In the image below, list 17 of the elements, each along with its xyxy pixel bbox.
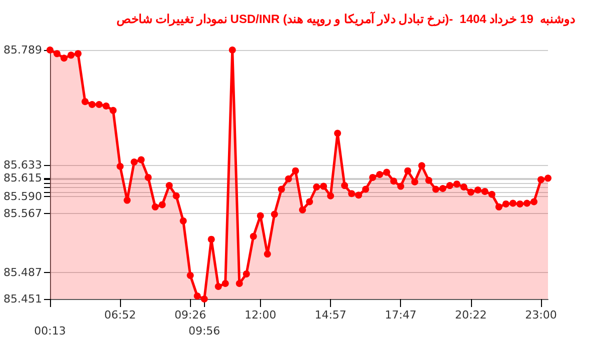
x-tick-label: 17:47 xyxy=(384,308,417,322)
y-tick-label: 85.789 xyxy=(4,44,42,56)
x-tick-label: 00:13 xyxy=(34,324,66,338)
y-tick-label: 85.451 xyxy=(4,292,42,306)
y-tick-label: 85.590 xyxy=(4,190,42,204)
x-tick-label: 09:56 xyxy=(188,324,220,338)
x-tick-label: 20:22 xyxy=(454,308,487,322)
y-tick-label: 85.615 xyxy=(4,172,42,185)
x-tick-label: 14:57 xyxy=(314,308,346,322)
y-tick-label: 85.567 xyxy=(4,207,42,220)
y-tick-label: 85.633 xyxy=(4,158,42,172)
y-tick-label: 85.487 xyxy=(4,266,42,279)
x-tick-label: 23:00 xyxy=(525,308,557,322)
x-tick-label: 06:52 xyxy=(104,308,136,322)
x-tick-label: 12:00 xyxy=(244,308,276,322)
chart-title: نمودار تغییرات شاخص USD/INR (نرخ تبادل دلار آمریکا و روپیه هند)- دوشنبه 19 خرداد 1404 xyxy=(116,10,576,27)
x-tick-label: 09:26 xyxy=(174,308,206,322)
